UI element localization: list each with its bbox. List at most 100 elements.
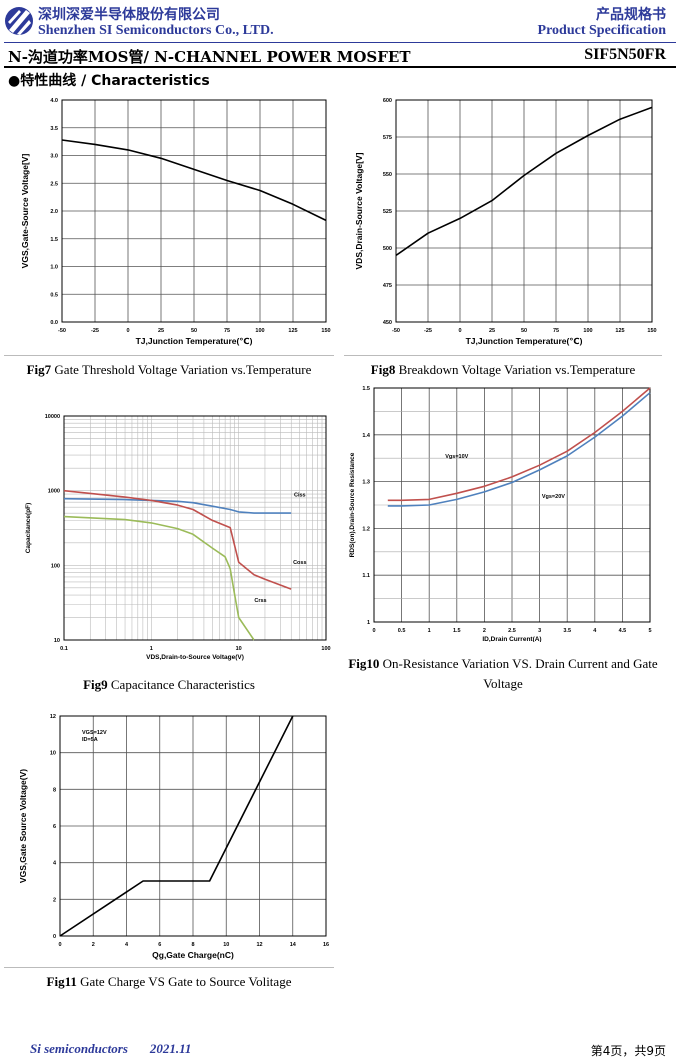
- fig8-caption-text: Breakdown Voltage Variation vs.Temperatu…: [395, 362, 636, 377]
- y-tick-label: 1.0: [50, 265, 58, 271]
- series-label: Coss: [293, 560, 306, 566]
- y-tick-label: 1.5: [362, 386, 370, 392]
- x-tick-label: 16: [323, 942, 329, 948]
- y-tick-label: 0.0: [50, 320, 58, 326]
- x-tick-label: 4.5: [619, 628, 627, 634]
- footer-brand: Si semiconductors 2021.11: [30, 1041, 191, 1057]
- y-tick-label: 0: [53, 934, 56, 940]
- y-tick-label: 2.0: [50, 209, 58, 215]
- fig9-series-line-Crss: [63, 515, 255, 641]
- x-tick-label: 2.5: [508, 628, 516, 634]
- fig11-chart: 0 2 4 6 8 10 12 14 16 0 2 4 6 8 10 12 Qg,Gate Charge(nC)…: [18, 714, 329, 960]
- x-tick-label: 0: [58, 942, 61, 948]
- y-tick-label: 1000: [48, 489, 60, 495]
- y-axis-label: VGS,Gate-Source Voltage[V]: [20, 154, 30, 269]
- x-tick-label: 0.5: [398, 628, 406, 634]
- y-tick-label: 550: [383, 172, 392, 178]
- fig8-number: Fig8: [370, 362, 396, 377]
- fig10-chart: 0 0.5 1 1.5 2 2.5 3 3.5 4 4.5 5 1 1.1 1.2 1.3 1.4 1.5 ID,…: [349, 386, 652, 643]
- series-label: Vgs=20V: [542, 494, 565, 500]
- header-rule-thin: [4, 42, 676, 43]
- y-tick-label: 3.5: [50, 126, 58, 132]
- product-line-title: N-沟道功率MOS管/ N-CHANNEL POWER MOSFET: [8, 48, 411, 66]
- fig8-plot-frame: [395, 99, 653, 323]
- x-tick-label: 6: [158, 942, 161, 948]
- x-tick-label: 12: [256, 942, 262, 948]
- x-tick-label: 50: [521, 328, 527, 334]
- fig11-chart-area: 0 2 4 6 8 10 12 14 16 0 2 4 6 8 10 12 Qg,Gate Charge(nC)…: [6, 708, 334, 970]
- y-tick-label: 4: [53, 861, 57, 867]
- fig8-grid: [395, 99, 653, 323]
- y-tick-label: 1.3: [362, 480, 370, 486]
- y-tick-label: 525: [383, 209, 392, 215]
- x-tick-label: 0: [372, 628, 375, 634]
- x-axis-label: Qg,Gate Charge(nC): [152, 950, 234, 960]
- fig10-caption-text: On-Resistance Variation VS. Drain Curren…: [379, 656, 658, 691]
- y-axis-label: VGS,Gate Source Voltage(V): [18, 769, 28, 883]
- fig7-series-line-0: [61, 139, 327, 222]
- company-logo: [5, 7, 33, 35]
- x-tick-label: 100: [255, 328, 264, 334]
- x-tick-label: 10: [223, 942, 229, 948]
- y-tick-label: 10: [50, 751, 56, 757]
- x-tick-label: 10: [236, 646, 242, 652]
- x-tick-label: 14: [290, 942, 297, 948]
- header-rule-thick: [4, 66, 676, 68]
- fig7-chart-area: -50 -25 0 25 50 75 100 125 150 0.0 0.5 1.0 1.5 2.0 2.5…: [6, 92, 334, 354]
- y-tick-label: 8: [53, 787, 56, 793]
- series-label: Ciss: [294, 493, 306, 499]
- y-tick-label: 575: [383, 135, 392, 141]
- fig9-caption: Fig9 Capacitance Characteristics: [4, 677, 334, 693]
- x-tick-label: 150: [647, 328, 656, 334]
- fig11-series-line-0: [59, 715, 294, 937]
- doc-type-cn: 产品规格书: [596, 7, 666, 23]
- fig11-number: Fig11: [46, 974, 77, 989]
- x-tick-label: 100: [321, 646, 330, 652]
- x-tick-label: -25: [424, 328, 432, 334]
- part-number: SIF5N50FR: [584, 46, 666, 63]
- fig11-grid: [59, 715, 327, 937]
- y-tick-label: 2.5: [50, 181, 58, 187]
- series-label: Vgs=10V: [445, 454, 468, 460]
- fig8-divider: [344, 355, 662, 356]
- fig9-number: Fig9: [83, 677, 108, 692]
- x-axis-label: TJ,Junction Temperature(℃): [466, 336, 583, 346]
- x-axis-label: ID,Drain Current(A): [482, 636, 541, 642]
- x-tick-label: 150: [321, 328, 330, 334]
- x-tick-label: -50: [58, 328, 66, 334]
- x-tick-label: 0.1: [60, 646, 68, 652]
- x-tick-label: 50: [191, 328, 197, 334]
- x-tick-label: 100: [583, 328, 592, 334]
- y-tick-label: 6: [53, 824, 56, 830]
- fig8-series-line-0: [395, 106, 653, 257]
- x-tick-label: 25: [489, 328, 495, 334]
- chart-annotation: VGS=12V: [82, 730, 107, 736]
- y-tick-label: 10000: [45, 414, 60, 420]
- fig7-caption: Fig7 Gate Threshold Voltage Variation vs…: [4, 362, 334, 378]
- x-tick-label: 1.5: [453, 628, 461, 634]
- x-tick-label: 75: [224, 328, 230, 334]
- section-heading: ●特性曲线 / Characteristics: [8, 70, 210, 90]
- y-tick-label: 1.2: [362, 526, 370, 532]
- y-tick-label: 2: [53, 897, 56, 903]
- x-tick-label: 3.5: [563, 628, 571, 634]
- y-tick-label: 10: [54, 638, 60, 644]
- fig8-chart: -50 -25 0 25 50 75 100 125 150 450 475 500 525 550 575…: [354, 98, 657, 346]
- fig11-plot-frame: [59, 715, 327, 937]
- y-tick-label: 450: [383, 320, 392, 326]
- fig9-plot-frame: [63, 415, 327, 641]
- x-tick-label: 1: [428, 628, 431, 634]
- y-axis-label: Capacitance(pF): [25, 503, 32, 554]
- fig8-chart-area: -50 -25 0 25 50 75 100 125 150 450 475 500 525 550 575…: [346, 92, 662, 354]
- fig9-series-line-Ciss: [63, 497, 292, 514]
- y-tick-label: 12: [50, 714, 56, 720]
- company-name-en: Shenzhen SI Semiconductors Co., LTD.: [38, 23, 274, 38]
- fig10-series-line-Vgs=20V: [387, 392, 651, 507]
- y-tick-label: 475: [383, 283, 392, 289]
- fig11-divider: [4, 967, 334, 968]
- x-tick-label: 2: [483, 628, 486, 634]
- fig9-chart: 0.1 1 10 100 10 100 1000 10000 VDS,Drain-to-Sour…: [25, 414, 331, 661]
- x-tick-label: 25: [158, 328, 164, 334]
- x-axis-label: VDS,Drain-to-Source Voltage(V): [146, 654, 244, 661]
- section-title: 特性曲线 / Characteristics: [20, 73, 210, 89]
